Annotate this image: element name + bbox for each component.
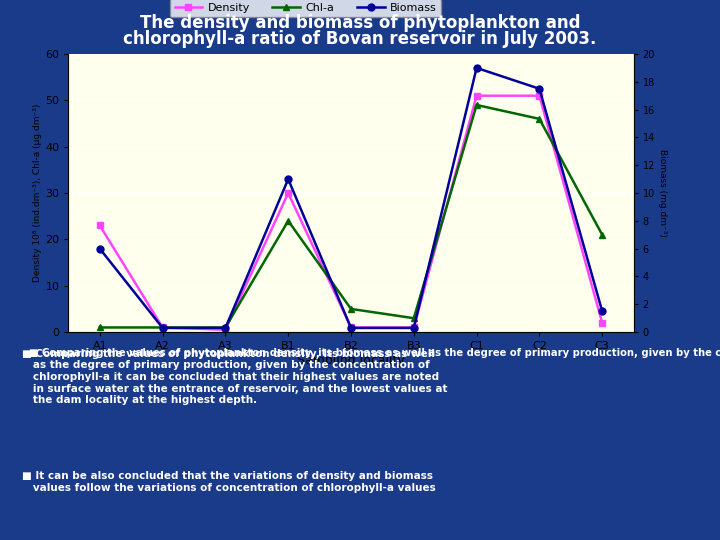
X-axis label: Sampling locality: Sampling locality	[297, 354, 405, 367]
Text: ■ It can be also concluded that the variations of density and biomass
   values : ■ It can be also concluded that the vari…	[22, 471, 436, 492]
Y-axis label: Biomass (mg.dm⁻³): Biomass (mg.dm⁻³)	[658, 149, 667, 237]
Text: ■ Comparing the values of phytoplankton density, its biomass as well
   as the d: ■ Comparing the values of phytoplankton …	[22, 349, 447, 405]
Text: chlorophyll-a ratio of Bovan reservoir in July 2003.: chlorophyll-a ratio of Bovan reservoir i…	[123, 30, 597, 48]
Text: The density and biomass of phytoplankton and: The density and biomass of phytoplankton…	[140, 14, 580, 31]
Text: ■ Comparing the values of phytoplankton density, its biomass as well as the degr: ■ Comparing the values of phytoplankton …	[29, 348, 720, 359]
Y-axis label: Density 10⁶ (ind.dm⁻³), Chl-a (μg.dm⁻³): Density 10⁶ (ind.dm⁻³), Chl-a (μg.dm⁻³)	[33, 104, 42, 282]
Legend: Density, Chl-a, Biomass: Density, Chl-a, Biomass	[170, 0, 441, 17]
